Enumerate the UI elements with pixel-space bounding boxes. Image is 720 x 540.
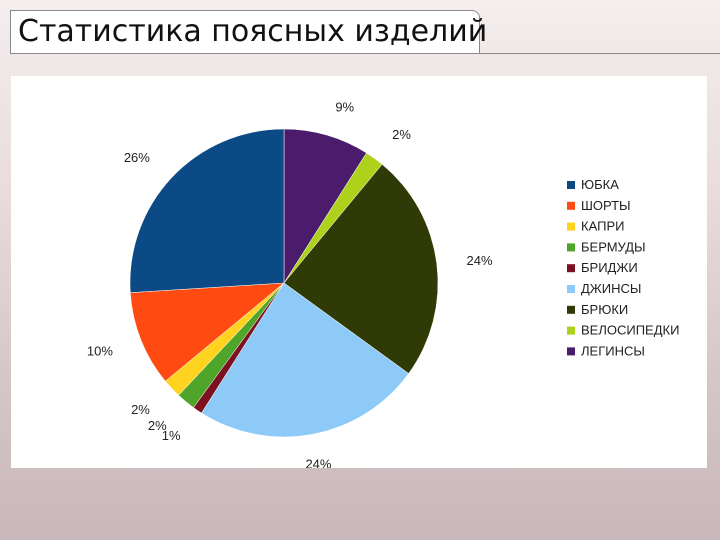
legend-swatch-6 <box>567 285 575 293</box>
legend-swatch-5 <box>567 264 575 273</box>
title-tab <box>10 10 480 54</box>
slice-label-2: 10% <box>87 344 113 359</box>
chart-panel: 9% 2% 24% 24% 1% 2% 2% 10% 26% ЮБКА ШОРТЫ КАПРИ БЕРМ… <box>11 76 707 468</box>
pie-slice-7 <box>283 163 439 374</box>
legend-label-1: ЮБКА <box>581 177 619 192</box>
legend-swatch-7 <box>567 305 575 314</box>
legend-label-5: БРИДЖИ <box>581 260 638 275</box>
legend-swatch-9 <box>567 347 575 356</box>
legend-swatch-2 <box>567 201 575 210</box>
legend-label-9: ЛЕГИНСЫ <box>581 343 645 358</box>
slide-title: Статистика поясных изделий <box>18 14 488 49</box>
legend-label-8: ВЕЛОСИПЕДКИ <box>581 323 679 338</box>
legend-label-4: БЕРМУДЫ <box>581 239 646 254</box>
legend-label-6: ДЖИНСЫ <box>581 281 641 296</box>
slice-label-7: 24% <box>467 253 493 268</box>
legend-swatch-1 <box>567 181 575 189</box>
legend-label-2: ШОРТЫ <box>581 198 631 213</box>
pie-slice-2 <box>130 282 285 382</box>
slice-label-1: 26% <box>124 150 150 165</box>
slice-label-8: 2% <box>392 127 411 142</box>
pie-slice-1 <box>129 128 285 293</box>
slice-label-5: 1% <box>162 428 181 443</box>
slice-label-9: 9% <box>335 99 354 114</box>
title-underline <box>10 53 720 54</box>
legend-swatch-8 <box>567 326 575 335</box>
legend-swatch-3 <box>567 222 575 231</box>
legend-label-3: КАПРИ <box>581 219 624 234</box>
legend-swatch-4 <box>567 243 575 252</box>
slice-label-4: 2% <box>148 418 167 433</box>
legend-label-7: БРЮКИ <box>581 302 628 317</box>
pie-chart: 9%2%24%24%1%2%2%10%26%ЮБКАШОРТЫКАПРИБЕРМ… <box>87 99 680 468</box>
pie-slice-9 <box>283 128 367 284</box>
pie-slice-6 <box>201 282 409 438</box>
slice-label-3: 2% <box>131 402 150 417</box>
slice-label-6: 24% <box>305 457 331 468</box>
